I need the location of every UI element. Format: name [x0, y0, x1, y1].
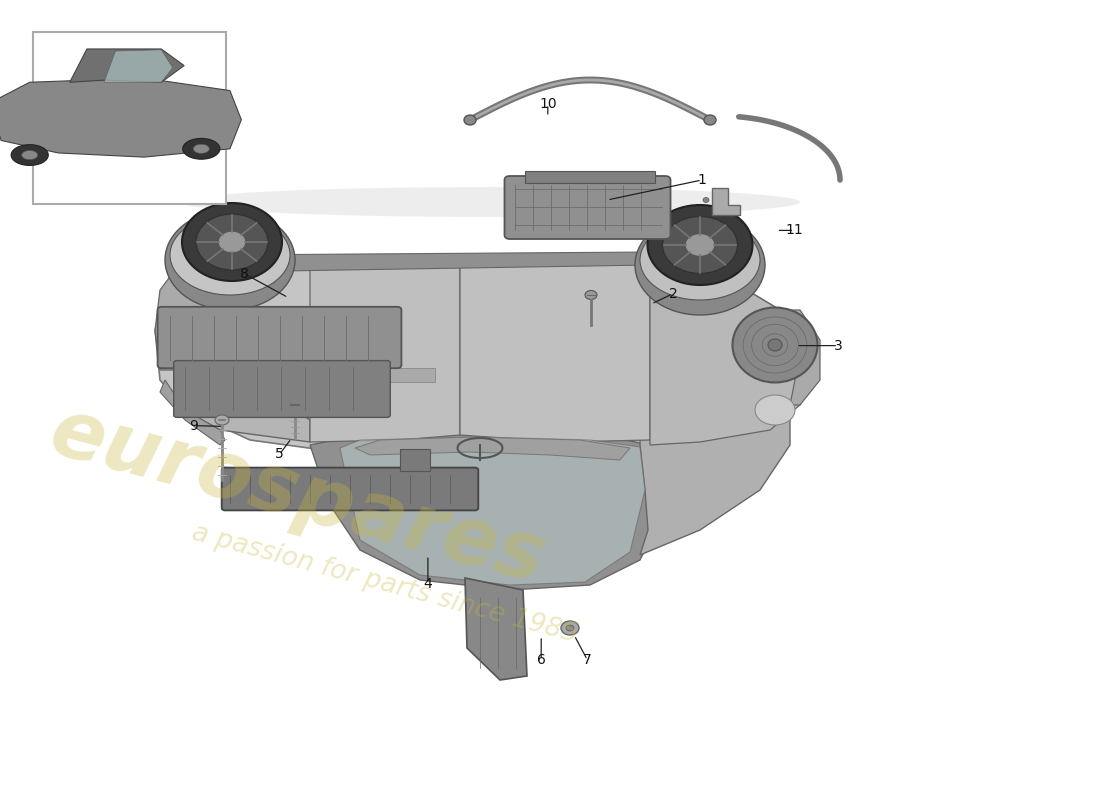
- Ellipse shape: [194, 144, 209, 154]
- Polygon shape: [104, 50, 173, 82]
- Polygon shape: [310, 262, 460, 442]
- Polygon shape: [340, 437, 645, 585]
- Polygon shape: [220, 252, 650, 272]
- Ellipse shape: [180, 187, 800, 217]
- Polygon shape: [355, 437, 630, 460]
- Ellipse shape: [561, 621, 579, 635]
- Ellipse shape: [662, 217, 737, 274]
- Ellipse shape: [214, 415, 229, 425]
- Ellipse shape: [464, 115, 476, 125]
- Ellipse shape: [183, 138, 220, 159]
- Ellipse shape: [703, 198, 710, 202]
- Bar: [525, 171, 654, 183]
- Polygon shape: [180, 350, 310, 442]
- Text: 4: 4: [424, 577, 432, 591]
- Text: 11: 11: [785, 223, 803, 238]
- Bar: [400, 449, 430, 471]
- Polygon shape: [460, 260, 650, 442]
- Text: 3: 3: [834, 338, 843, 353]
- Ellipse shape: [733, 307, 817, 382]
- Ellipse shape: [22, 150, 37, 160]
- Bar: [160, 320, 180, 360]
- Ellipse shape: [585, 290, 597, 299]
- Polygon shape: [69, 49, 184, 82]
- Ellipse shape: [218, 231, 246, 253]
- FancyBboxPatch shape: [505, 176, 671, 239]
- Polygon shape: [780, 310, 820, 405]
- Ellipse shape: [648, 205, 752, 285]
- FancyBboxPatch shape: [157, 306, 402, 368]
- Polygon shape: [640, 400, 790, 555]
- Polygon shape: [160, 380, 226, 445]
- Text: 1: 1: [697, 173, 706, 187]
- FancyBboxPatch shape: [174, 361, 390, 418]
- Text: 5: 5: [275, 447, 284, 462]
- Ellipse shape: [170, 215, 290, 295]
- Text: eurospares: eurospares: [41, 393, 553, 599]
- Polygon shape: [465, 578, 527, 680]
- Ellipse shape: [182, 203, 282, 281]
- Text: 7: 7: [583, 653, 592, 667]
- Ellipse shape: [196, 214, 268, 270]
- Polygon shape: [155, 255, 800, 460]
- Polygon shape: [712, 188, 740, 215]
- Text: a passion for parts since 1985: a passion for parts since 1985: [189, 520, 581, 648]
- Bar: [33, 32, 226, 204]
- Ellipse shape: [704, 115, 716, 125]
- Ellipse shape: [11, 145, 48, 166]
- Ellipse shape: [288, 400, 302, 410]
- Polygon shape: [155, 270, 210, 370]
- Bar: [385, 368, 435, 382]
- Text: 9: 9: [189, 418, 198, 433]
- Polygon shape: [650, 265, 800, 445]
- Ellipse shape: [165, 210, 295, 310]
- Text: 10: 10: [539, 97, 557, 111]
- Polygon shape: [0, 78, 241, 157]
- Text: 2: 2: [669, 286, 678, 301]
- Ellipse shape: [768, 339, 782, 351]
- Polygon shape: [310, 432, 670, 590]
- FancyBboxPatch shape: [222, 467, 478, 510]
- Ellipse shape: [566, 625, 574, 631]
- Text: 6: 6: [537, 653, 546, 667]
- Ellipse shape: [635, 215, 764, 315]
- Text: 8: 8: [240, 266, 249, 281]
- Ellipse shape: [755, 395, 795, 425]
- Ellipse shape: [640, 220, 760, 300]
- Ellipse shape: [685, 234, 715, 257]
